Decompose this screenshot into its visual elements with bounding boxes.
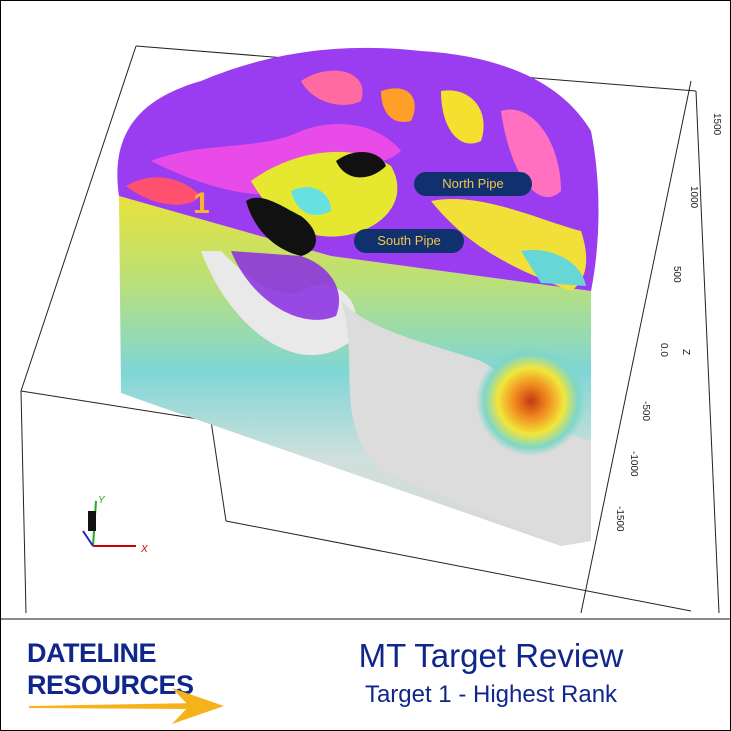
z-tick: -1000 xyxy=(628,451,639,477)
bounding-box xyxy=(20,45,720,614)
logo-arrow-icon xyxy=(29,688,224,724)
z-tick: 1500 xyxy=(711,113,722,136)
z-tick: -1500 xyxy=(614,506,625,532)
divider xyxy=(1,618,730,620)
logo-line1: DATELINE xyxy=(27,638,157,668)
z-axis: 1500 1000 500 0.0 Z -500 -1000 -1500 xyxy=(614,113,722,532)
slide-title: MT Target Review xyxy=(358,637,624,674)
z-axis-label: Z xyxy=(680,349,691,355)
logo-line2: RESOURCES xyxy=(27,670,194,700)
south-pipe-label: South Pipe xyxy=(354,229,464,253)
north-pipe-label: North Pipe xyxy=(414,172,532,196)
z-tick: 0.0 xyxy=(658,343,669,357)
mt-3d-model: 1500 1000 500 0.0 Z -500 -1000 -1500 X Y xyxy=(20,45,722,614)
svg-text:X: X xyxy=(140,544,148,555)
z-tick: -500 xyxy=(640,401,651,421)
axis-triad-icon: X Y xyxy=(82,495,148,555)
svg-text:Y: Y xyxy=(98,495,106,506)
deep-anomaly xyxy=(476,346,586,456)
drill-holes xyxy=(246,151,386,256)
z-tick: 500 xyxy=(671,266,682,283)
slide-subtitle: Target 1 - Highest Rank xyxy=(364,681,618,708)
z-tick: 1000 xyxy=(688,186,699,209)
target-number-label: 1 xyxy=(193,187,210,220)
